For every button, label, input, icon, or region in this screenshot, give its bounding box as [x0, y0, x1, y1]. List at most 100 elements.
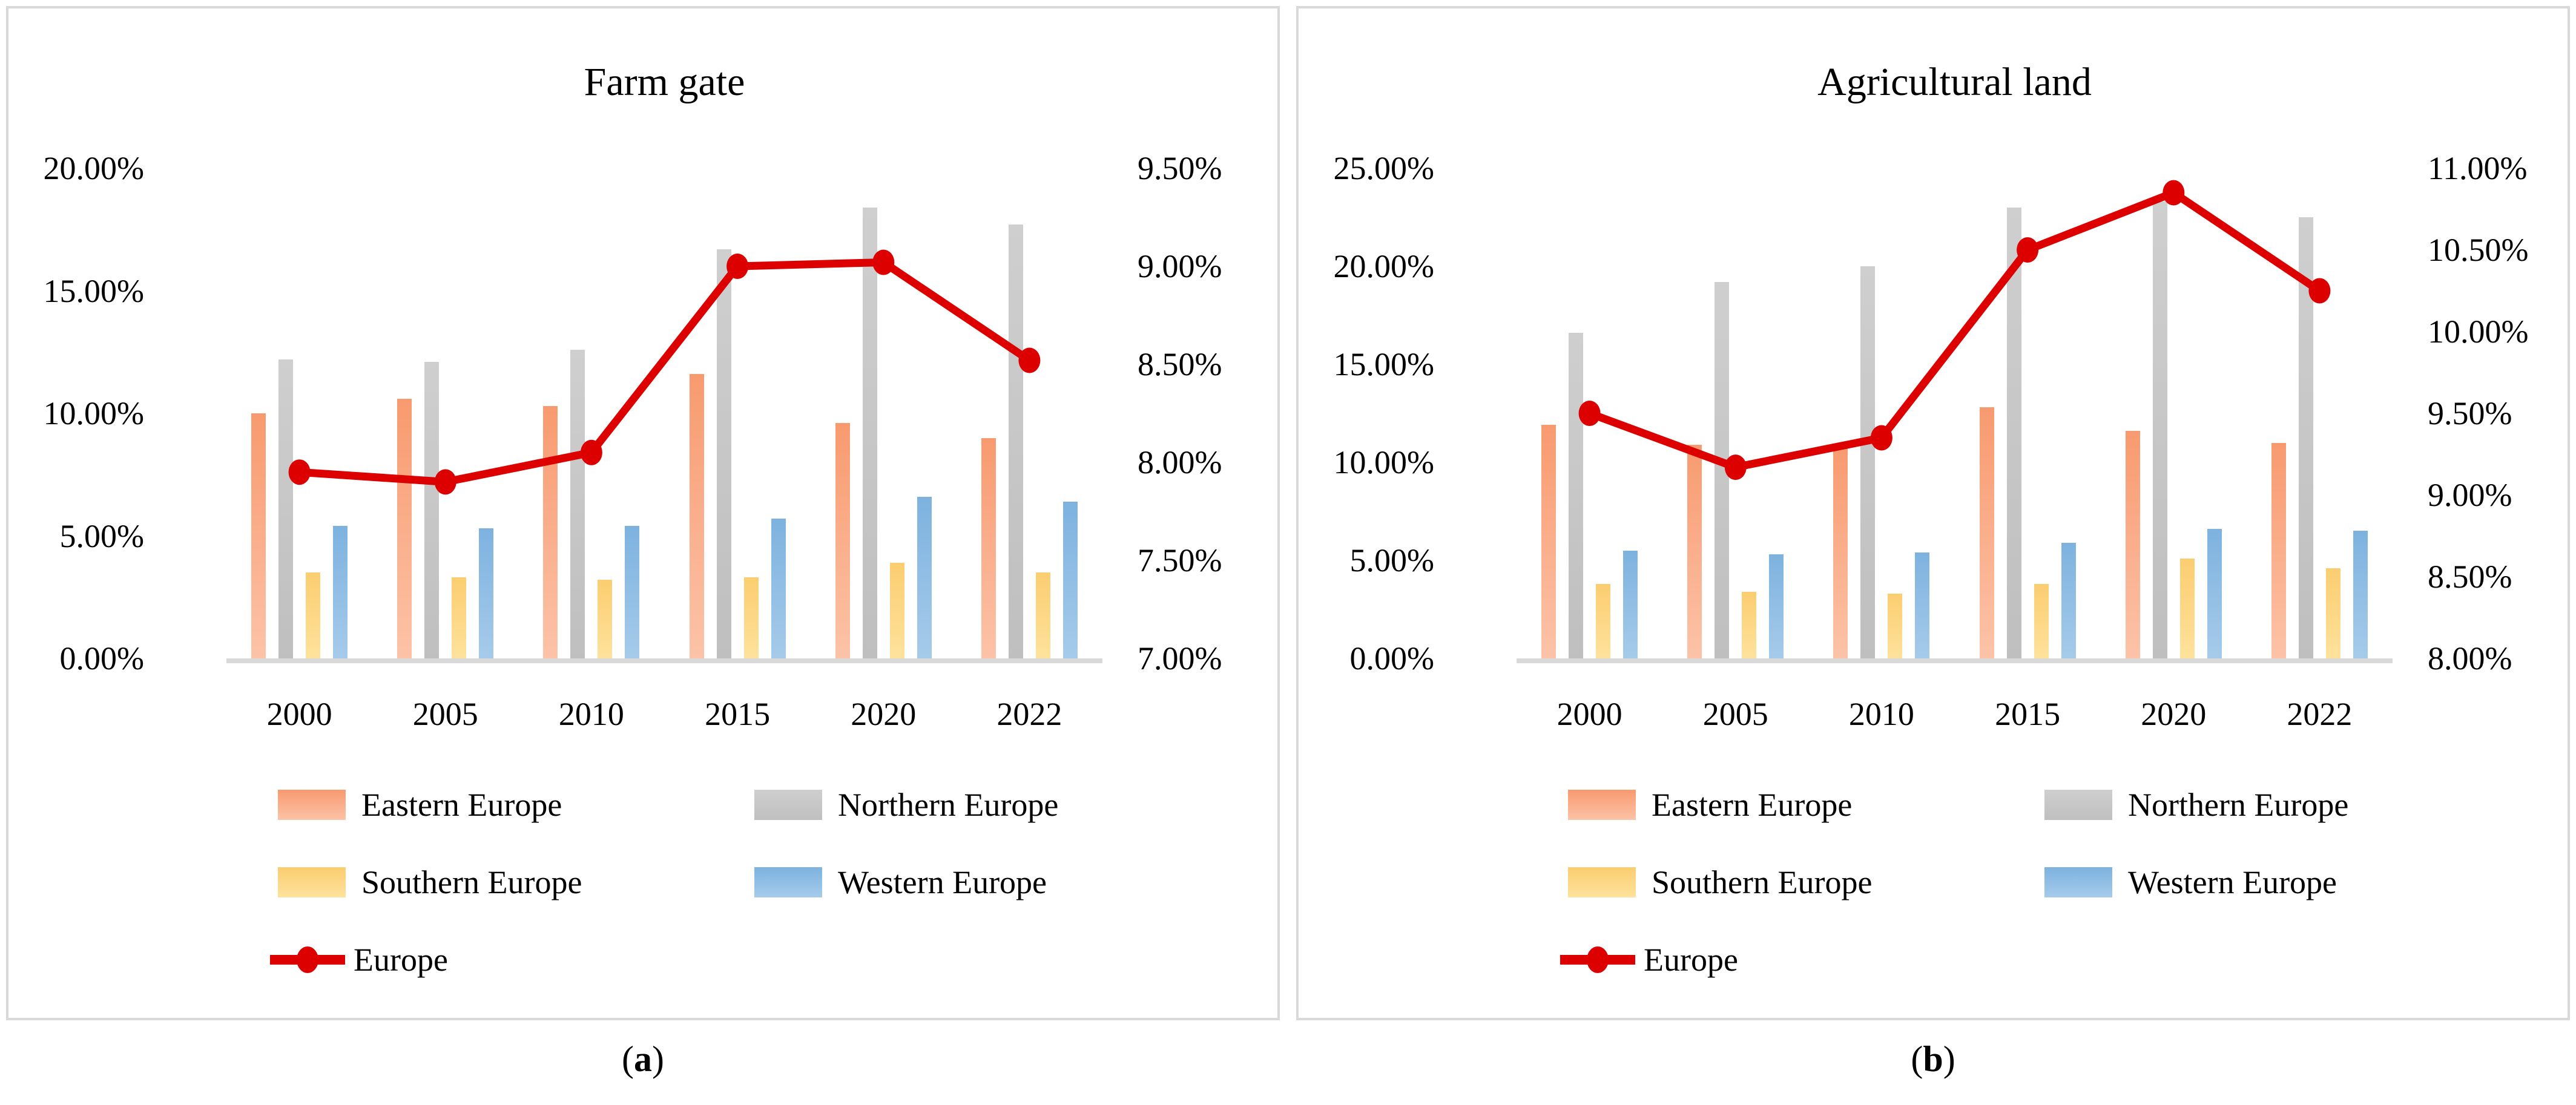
- x-axis-tick-label: 2020: [2141, 696, 2207, 732]
- bar-northern-europe: [1569, 333, 1584, 658]
- legend-label-eastern-europe: Eastern Europe: [361, 787, 562, 823]
- europe-line-marker: [1724, 454, 1747, 480]
- right-axis-tick-label: 10.50%: [2428, 232, 2529, 268]
- legend-label-northern-europe: Northern Europe: [838, 787, 1059, 823]
- right-axis-tick-label: 9.00%: [1138, 248, 1222, 284]
- bar-southern-europe: [2179, 558, 2195, 658]
- europe-line-marker: [288, 459, 311, 485]
- chart-title: Farm gate: [584, 60, 745, 104]
- x-axis-line: [1517, 658, 2393, 663]
- bar-western-europe: [1623, 550, 1638, 658]
- right-axis-tick-label: 7.00%: [1138, 640, 1222, 677]
- right-axis-tick-label: 9.50%: [2428, 395, 2512, 431]
- europe-line-marker: [726, 254, 749, 279]
- europe-line-marker: [1018, 347, 1041, 373]
- bar-eastern-europe: [689, 374, 704, 658]
- legend-label-europe: Europe: [1644, 942, 1738, 978]
- europe-line-layer: [1578, 180, 2331, 480]
- legend-swatch-southern-europe: [278, 867, 346, 897]
- bar-western-europe: [2353, 531, 2368, 658]
- x-axis-tick-label: 2000: [1556, 696, 1622, 732]
- panel-caption-b: (b): [1296, 1038, 2570, 1080]
- right-axis-tick-label: 9.00%: [2428, 477, 2512, 513]
- bar-western-europe: [625, 526, 640, 658]
- right-axis-tick-label: 11.00%: [2428, 150, 2528, 186]
- bar-southern-europe: [598, 580, 613, 658]
- bar-northern-europe: [424, 361, 440, 658]
- x-axis-tick-label: 2015: [705, 696, 771, 732]
- legend-label-eastern-europe: Eastern Europe: [1652, 787, 1853, 823]
- europe-line-marker: [2308, 278, 2331, 304]
- caption-letter: a: [634, 1039, 652, 1079]
- bar-western-europe: [1915, 552, 1930, 658]
- x-axis-tick-label: 2015: [1995, 696, 2061, 732]
- bar-eastern-europe: [981, 438, 996, 658]
- bar-western-europe: [333, 526, 348, 658]
- bar-southern-europe: [1596, 583, 1611, 658]
- left-axis-tick-label: 5.00%: [59, 517, 144, 554]
- europe-line-marker: [580, 439, 602, 465]
- left-axis-tick-label: 0.00%: [1349, 640, 1434, 677]
- europe-line: [295, 258, 1033, 486]
- caption-letter: b: [1923, 1039, 1943, 1079]
- legend-swatch-western-europe: [2044, 867, 2112, 897]
- europe-line-marker: [1578, 401, 1601, 426]
- bar-southern-europe: [2034, 583, 2049, 658]
- left-axis-tick-label: 0.00%: [59, 640, 144, 677]
- caption-open-paren: (: [1911, 1039, 1923, 1079]
- bar-southern-europe: [452, 577, 467, 658]
- right-axis-tick-label: 7.50%: [1138, 542, 1222, 579]
- panel-caption-a: (a): [6, 1038, 1280, 1080]
- bar-southern-europe: [1035, 572, 1050, 658]
- caption-open-paren: (: [622, 1039, 634, 1079]
- bar-eastern-europe: [543, 405, 558, 658]
- left-axis-tick-label: 10.00%: [43, 395, 144, 431]
- bar-western-europe: [479, 528, 494, 658]
- bar-eastern-europe: [2271, 442, 2286, 658]
- legend-label-northern-europe: Northern Europe: [2128, 787, 2349, 823]
- legend-swatch-eastern-europe: [278, 790, 346, 820]
- x-axis-tick-label: 2022: [2287, 696, 2353, 732]
- bar-eastern-europe: [397, 398, 412, 658]
- bar-northern-europe: [716, 249, 731, 658]
- bar-southern-europe: [306, 572, 321, 658]
- bar-northern-europe: [570, 349, 585, 658]
- left-axis-tick-label: 15.00%: [43, 272, 144, 309]
- bar-northern-europe: [1860, 266, 1876, 658]
- bar-eastern-europe: [1979, 407, 1994, 658]
- agricultural-land-panel: Agricultural land 25.00% 20.00% 15.00% 10.0…: [1296, 6, 2570, 1020]
- bar-western-europe: [1062, 501, 1078, 658]
- left-axis-tick-label: 20.00%: [43, 150, 144, 186]
- legend-swatch-southern-europe: [1568, 867, 1636, 897]
- right-axis-tick-label: 8.00%: [1138, 444, 1222, 480]
- x-axis-tick-label: 2020: [851, 696, 917, 732]
- left-axis-tick-label: 10.00%: [1333, 444, 1434, 480]
- right-axis-tick-label: 8.50%: [1138, 346, 1222, 382]
- legend-label-western-europe: Western Europe: [838, 864, 1047, 900]
- bar-northern-europe: [2152, 202, 2167, 658]
- bar-western-europe: [771, 519, 786, 658]
- caption-close-paren: ): [652, 1039, 664, 1079]
- europe-line-marker: [872, 249, 895, 275]
- bar-northern-europe: [1008, 225, 1023, 658]
- europe-line-marker: [2163, 180, 2185, 206]
- legend-swatch-northern-europe: [754, 790, 822, 820]
- bar-southern-europe: [743, 577, 759, 658]
- bar-eastern-europe: [251, 413, 266, 658]
- left-axis-tick-label: 25.00%: [1333, 150, 1434, 186]
- right-axis-tick-label: 8.50%: [2428, 559, 2512, 595]
- x-axis-tick-label: 2010: [558, 696, 624, 732]
- x-axis-tick-label: 2005: [412, 696, 478, 732]
- right-axis-tick-label: 9.50%: [1138, 150, 1222, 186]
- bar-western-europe: [2207, 529, 2222, 658]
- legend-swatch-western-europe: [754, 867, 822, 897]
- x-axis-tick-label: 2022: [996, 696, 1062, 732]
- bar-southern-europe: [1742, 591, 1757, 658]
- bar-southern-europe: [889, 563, 904, 658]
- bar-eastern-europe: [1687, 444, 1702, 658]
- right-axis-tick-label: 10.00%: [2428, 313, 2529, 350]
- europe-line-marker: [2017, 237, 2039, 263]
- bar-eastern-europe: [1833, 447, 1848, 658]
- bar-northern-europe: [2006, 207, 2021, 658]
- left-axis-tick-label: 20.00%: [1333, 248, 1434, 284]
